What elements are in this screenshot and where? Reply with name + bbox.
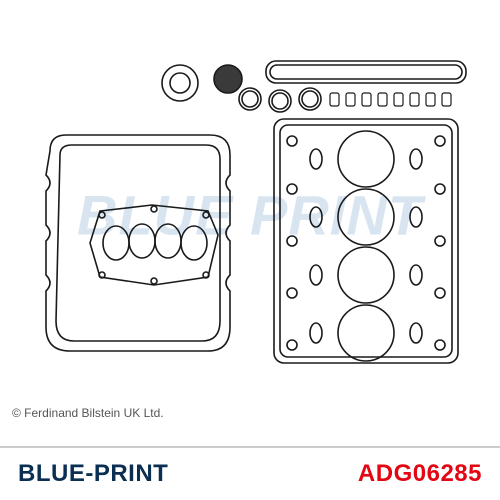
product-image-area: BLUE PRINT (0, 0, 500, 430)
footer-bar: BLUE-PRINT ADG06285 (0, 446, 500, 500)
copyright-text: © Ferdinand Bilstein UK Ltd. (12, 406, 164, 420)
product-card: BLUE PRINT (0, 0, 500, 500)
brand-label: BLUE-PRINT (18, 460, 168, 488)
gasket-set-illustration (30, 55, 470, 375)
part-number: ADG06285 (358, 460, 482, 488)
gasket-svg (30, 55, 470, 375)
